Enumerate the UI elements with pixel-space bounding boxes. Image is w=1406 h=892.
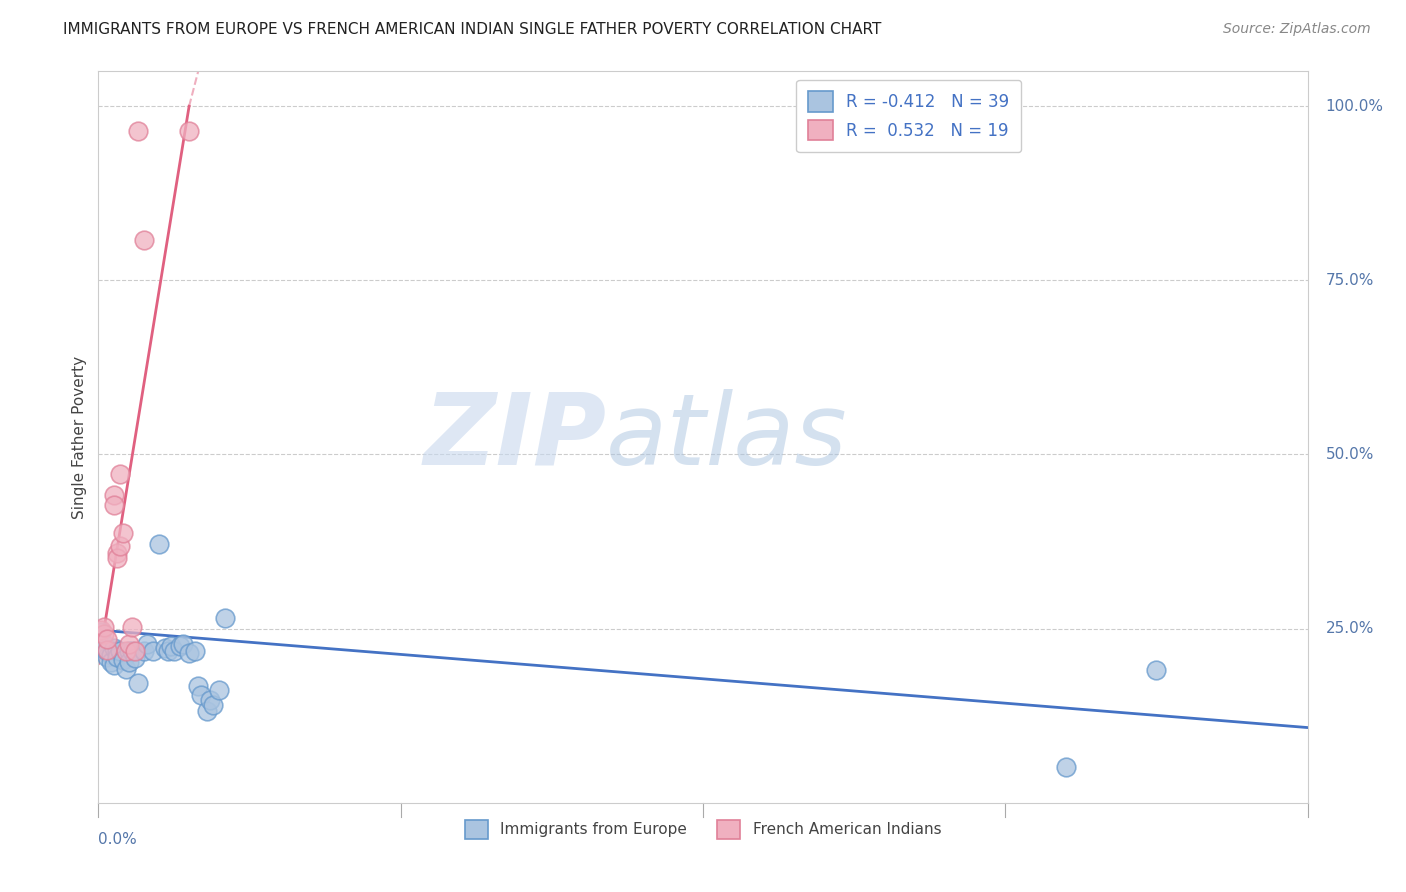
Point bbox=[169, 639, 191, 653]
Point bbox=[105, 550, 128, 565]
Text: 50.0%: 50.0% bbox=[1326, 447, 1374, 462]
Point bbox=[96, 644, 118, 658]
Point bbox=[111, 653, 134, 667]
Point bbox=[179, 123, 201, 137]
Point bbox=[114, 662, 136, 676]
Point bbox=[96, 632, 118, 646]
Point bbox=[124, 644, 146, 658]
Point bbox=[135, 637, 157, 651]
Point bbox=[195, 704, 218, 718]
Point bbox=[208, 682, 231, 697]
Point bbox=[105, 644, 128, 658]
Point bbox=[118, 644, 141, 658]
Point bbox=[100, 655, 122, 669]
Point bbox=[156, 644, 179, 658]
Point bbox=[214, 611, 236, 625]
Text: 100.0%: 100.0% bbox=[1326, 99, 1384, 113]
Point bbox=[172, 637, 194, 651]
Legend: Immigrants from Europe, French American Indians: Immigrants from Europe, French American … bbox=[457, 813, 949, 847]
Point bbox=[121, 620, 143, 634]
Point bbox=[148, 536, 170, 550]
Point bbox=[124, 651, 146, 665]
Point bbox=[121, 644, 143, 658]
Point bbox=[108, 467, 131, 481]
Text: Source: ZipAtlas.com: Source: ZipAtlas.com bbox=[1223, 22, 1371, 37]
Point bbox=[93, 637, 115, 651]
Y-axis label: Single Father Poverty: Single Father Poverty bbox=[72, 356, 87, 518]
Point bbox=[184, 644, 207, 658]
Point bbox=[96, 649, 118, 664]
Point bbox=[90, 623, 112, 637]
Point bbox=[118, 637, 141, 651]
Point bbox=[103, 488, 125, 502]
Point bbox=[142, 644, 165, 658]
Point bbox=[111, 525, 134, 540]
Point bbox=[93, 620, 115, 634]
Point bbox=[100, 648, 122, 662]
Text: atlas: atlas bbox=[606, 389, 848, 485]
Point bbox=[153, 641, 176, 656]
Point bbox=[93, 627, 115, 641]
Point bbox=[132, 644, 155, 658]
Point bbox=[160, 639, 183, 653]
Point bbox=[105, 649, 128, 664]
Point bbox=[190, 688, 212, 702]
Point bbox=[1144, 664, 1167, 678]
Point bbox=[103, 641, 125, 656]
Point bbox=[103, 657, 125, 672]
Point bbox=[114, 644, 136, 658]
Point bbox=[96, 642, 118, 657]
Point bbox=[187, 679, 209, 693]
Point bbox=[105, 546, 128, 560]
Point bbox=[200, 692, 222, 706]
Point bbox=[179, 646, 201, 660]
Point bbox=[1054, 759, 1077, 773]
Text: 25.0%: 25.0% bbox=[1326, 621, 1374, 636]
Text: 75.0%: 75.0% bbox=[1326, 273, 1374, 288]
Point bbox=[202, 698, 225, 713]
Point bbox=[103, 498, 125, 512]
Point bbox=[108, 644, 131, 658]
Text: 0.0%: 0.0% bbox=[98, 832, 138, 847]
Point bbox=[127, 676, 149, 690]
Point bbox=[132, 233, 155, 247]
Point bbox=[108, 540, 131, 554]
Text: IMMIGRANTS FROM EUROPE VS FRENCH AMERICAN INDIAN SINGLE FATHER POVERTY CORRELATI: IMMIGRANTS FROM EUROPE VS FRENCH AMERICA… bbox=[63, 22, 882, 37]
Point bbox=[163, 644, 186, 658]
Point bbox=[127, 123, 149, 137]
Point bbox=[118, 655, 141, 669]
Text: ZIP: ZIP bbox=[423, 389, 606, 485]
Point bbox=[90, 625, 112, 640]
